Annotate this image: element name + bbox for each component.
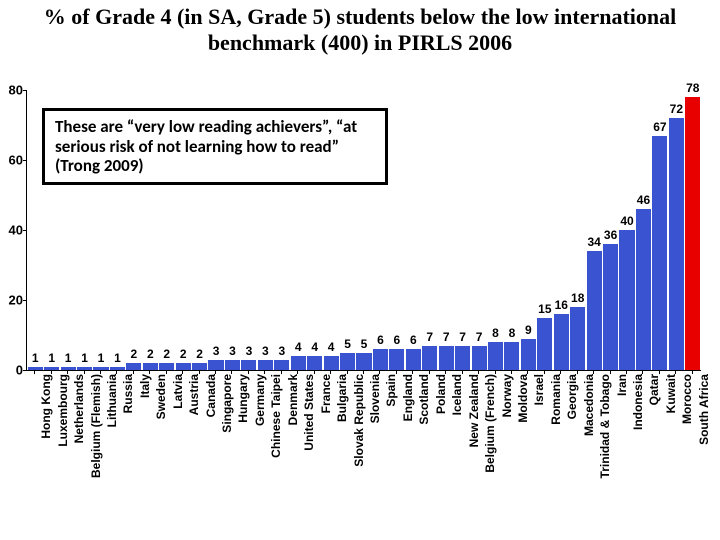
bar [340, 353, 355, 371]
y-tick-label: 20 [3, 293, 23, 308]
x-tick-label: Germany [253, 374, 267, 426]
x-tick-label: Italy [138, 374, 152, 398]
bar [143, 363, 158, 370]
x-tick-label: Hungary [236, 374, 250, 423]
y-tick-label: 60 [3, 153, 23, 168]
bar [537, 318, 552, 371]
x-tick-label: Belgium (French) [483, 374, 497, 473]
x-tick-label: Iran [615, 374, 629, 396]
y-tick-label: 0 [3, 363, 23, 378]
x-tick-label: Trinidad & Tobago [598, 374, 612, 478]
bar [504, 342, 519, 370]
y-tick-label: 80 [3, 83, 23, 98]
x-tick-label: Georgia [565, 374, 579, 419]
bar [159, 363, 174, 370]
x-tick-label: Canada [204, 374, 218, 417]
annotation-callout: These are “very low reading achievers”, … [42, 108, 388, 185]
bar [521, 339, 536, 371]
bar [488, 342, 503, 370]
bar [406, 349, 421, 370]
annotation-text: These are “very low reading achievers”, … [55, 116, 357, 176]
bar [422, 346, 437, 371]
bar [455, 346, 470, 371]
y-tick-label: 40 [3, 223, 23, 238]
x-tick-label: Latvia [171, 374, 185, 409]
x-tick-label: Kuwait [664, 374, 678, 413]
x-tick-label: Bulgaria [335, 374, 349, 422]
x-tick-label: France [319, 374, 333, 413]
x-tick-label: Indonesia [631, 374, 645, 430]
x-tick-label: Austria [187, 374, 201, 415]
bar [225, 360, 240, 371]
x-tick-label: Poland [434, 374, 448, 414]
bar [373, 349, 388, 370]
bar [603, 244, 618, 370]
bar [587, 251, 602, 370]
x-tick-label: Moldova [516, 374, 530, 423]
x-tick-label: United States [302, 374, 316, 451]
x-tick-label: Lithuania [105, 374, 119, 427]
bar [554, 314, 569, 370]
x-tick-label: Slovak Republic [352, 374, 366, 467]
x-tick-label: Spain [384, 374, 398, 407]
bar [636, 209, 651, 370]
x-tick-label: Luxembourg [56, 374, 70, 447]
x-tick-label: Belgium (Flemish) [89, 374, 103, 478]
bar [126, 363, 141, 370]
x-tick-label: Singapore [220, 374, 234, 433]
bar [570, 307, 585, 370]
bar [652, 136, 667, 371]
x-tick-label: Iceland [450, 374, 464, 415]
x-tick-label: Scotland [417, 374, 431, 425]
bar [619, 230, 634, 370]
x-tick-label: Sweden [154, 374, 168, 419]
bar [669, 118, 684, 370]
bar [324, 356, 339, 370]
bar [176, 363, 191, 370]
x-tick-label: South Africa [697, 374, 711, 445]
bar [439, 346, 454, 371]
x-tick-label: Denmark [286, 374, 300, 425]
chart-title: % of Grade 4 (in SA, Grade 5) students b… [0, 4, 720, 57]
x-tick-label: Slovenia [368, 374, 382, 423]
bar-value-label: 78 [673, 81, 713, 95]
bar [241, 360, 256, 371]
bar [389, 349, 404, 370]
bar [274, 360, 289, 371]
x-tick-label: Chinese Taipei [269, 374, 283, 458]
bar [356, 353, 371, 371]
x-tick-label: Hong Kong [39, 374, 53, 439]
bar [192, 363, 207, 370]
x-tick-label: Macedonia [582, 374, 596, 436]
bar [307, 356, 322, 370]
x-tick-label: New Zealand [467, 374, 481, 447]
slide-container: % of Grade 4 (in SA, Grade 5) students b… [0, 0, 720, 540]
bar [208, 360, 223, 371]
x-tick-label: Netherlands [72, 374, 86, 443]
bar [685, 97, 700, 370]
bar [472, 346, 487, 371]
bar [291, 356, 306, 370]
x-tick-label: Norway [500, 374, 514, 417]
x-tick-label: Israel [532, 374, 546, 405]
x-axis-labels: Hong KongLuxembourgNetherlandsBelgium (F… [26, 370, 700, 530]
x-tick-label: England [401, 374, 415, 421]
x-tick-label: Russia [121, 374, 135, 413]
x-tick-label: Morocco [680, 374, 694, 424]
x-tick-label: Qatar [647, 374, 661, 405]
x-tick-label: Romania [549, 374, 563, 425]
bar [258, 360, 273, 371]
